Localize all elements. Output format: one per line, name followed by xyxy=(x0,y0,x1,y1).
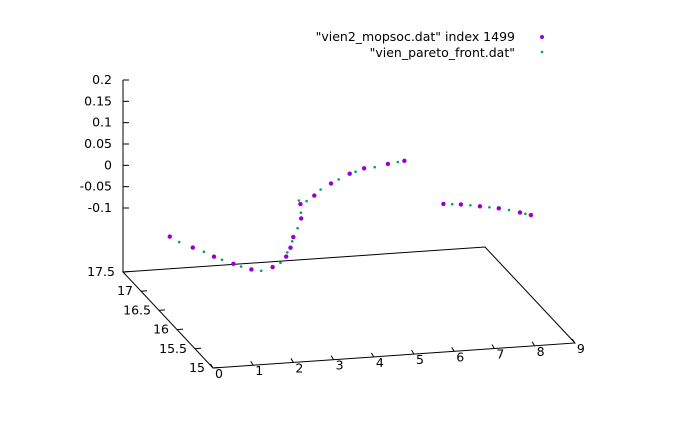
x-tick-label: 1 xyxy=(255,363,263,378)
z-tick-label: 0.1 xyxy=(92,115,112,130)
x-tick-mark xyxy=(210,363,214,369)
data-point xyxy=(477,204,483,209)
data-point xyxy=(517,210,523,215)
data-point xyxy=(298,201,303,207)
series-1 xyxy=(167,158,534,272)
data-point xyxy=(354,170,357,173)
z-tick-label: -0.05 xyxy=(80,179,112,194)
axes xyxy=(121,80,577,369)
y-tick-label: 15 xyxy=(189,360,205,375)
x-tick-mark xyxy=(411,349,415,355)
x-tick-mark xyxy=(370,352,375,358)
data-point xyxy=(469,204,472,207)
x-tick-label: 7 xyxy=(496,347,504,362)
z-tick-label: 0.05 xyxy=(84,136,112,151)
series-2 xyxy=(177,160,527,273)
data-point xyxy=(249,267,254,272)
data-point xyxy=(450,202,454,206)
data-point xyxy=(488,206,491,209)
y-tick-mark xyxy=(194,347,202,350)
base-plane xyxy=(121,246,577,369)
z-tick-label: 0.2 xyxy=(92,72,112,87)
x-tick-label: 6 xyxy=(456,349,464,364)
x-tick-mark xyxy=(330,355,335,360)
y-tick-label: 17 xyxy=(117,283,133,298)
data-point xyxy=(507,208,511,212)
data-point xyxy=(297,199,301,202)
data-point xyxy=(385,161,391,167)
data-point xyxy=(347,171,352,176)
y-tick-mark xyxy=(176,328,184,331)
z-tick-label: 0.15 xyxy=(84,93,112,108)
data-point xyxy=(211,254,217,259)
data-point xyxy=(496,206,501,211)
z-tick-label: -0.1 xyxy=(88,200,112,215)
data-point xyxy=(299,211,303,214)
x-tick-mark xyxy=(531,341,536,347)
x-tick-mark xyxy=(491,344,495,349)
x-tick-mark xyxy=(250,360,254,366)
x-tick-label: 3 xyxy=(336,358,344,373)
x-tick-label: 2 xyxy=(295,360,303,375)
data-point xyxy=(458,202,464,207)
data-point xyxy=(337,178,341,181)
legend-label-series-2: "vien_pareto_front.dat" xyxy=(370,45,515,60)
x-tick-mark xyxy=(571,338,576,344)
legend-label-series-1: "vien2_mopsoc.dat" index 1499 xyxy=(316,29,515,44)
data-point xyxy=(299,216,304,221)
data-point xyxy=(270,264,275,270)
data-point xyxy=(373,165,377,169)
data-point xyxy=(305,199,308,203)
y-tick-mark xyxy=(212,367,220,369)
data-point xyxy=(286,251,289,254)
y-tick-label: 15.5 xyxy=(159,341,187,356)
data-point xyxy=(319,188,322,191)
legend-marker-series-2 xyxy=(540,50,544,54)
y-tick-label: 17.5 xyxy=(87,264,115,279)
data-point xyxy=(288,245,293,250)
data-point xyxy=(231,261,236,266)
data-point xyxy=(202,250,206,253)
data-point xyxy=(177,240,181,244)
x-axis-ticks: 0 1 2 3 4 5 6 7 8 9 xyxy=(210,338,585,381)
data-point xyxy=(296,226,299,230)
x-tick-label: 8 xyxy=(537,344,545,359)
data-point xyxy=(290,240,294,243)
x-tick-label: 5 xyxy=(416,352,424,367)
z-tick-label: 0 xyxy=(104,157,112,172)
y-tick-mark xyxy=(140,290,148,292)
data-point xyxy=(524,212,527,216)
data-point xyxy=(259,269,263,273)
x-tick-label: 4 xyxy=(376,355,384,370)
data-point xyxy=(239,265,243,268)
data-point xyxy=(220,258,224,262)
data-point xyxy=(279,261,282,265)
x-tick-mark xyxy=(290,358,294,363)
legend-marker-series-1 xyxy=(540,35,544,39)
x-tick-label: 9 xyxy=(577,341,585,356)
data-point xyxy=(328,181,334,186)
y-tick-label: 16.5 xyxy=(123,302,151,317)
legend: "vien2_mopsoc.dat" index 1499 "vien_pare… xyxy=(316,29,544,60)
data-point xyxy=(312,193,317,198)
data-point xyxy=(528,212,534,218)
y-tick-mark xyxy=(122,271,130,273)
data-point xyxy=(441,201,446,207)
data-point xyxy=(284,254,289,259)
data-point xyxy=(402,158,407,163)
z-axis-ticks: 0.2 0.15 0.1 0.05 0 -0.05 -0.1 xyxy=(80,72,129,215)
series-layer xyxy=(167,158,534,273)
data-point xyxy=(167,234,172,239)
y-tick-label: 16 xyxy=(153,322,169,337)
y-tick-mark xyxy=(158,309,166,311)
data-point xyxy=(190,245,195,250)
data-point xyxy=(291,234,296,240)
x-tick-label: 0 xyxy=(215,366,223,381)
data-point xyxy=(361,166,367,171)
x-tick-mark xyxy=(451,347,455,352)
data-point xyxy=(396,160,400,164)
